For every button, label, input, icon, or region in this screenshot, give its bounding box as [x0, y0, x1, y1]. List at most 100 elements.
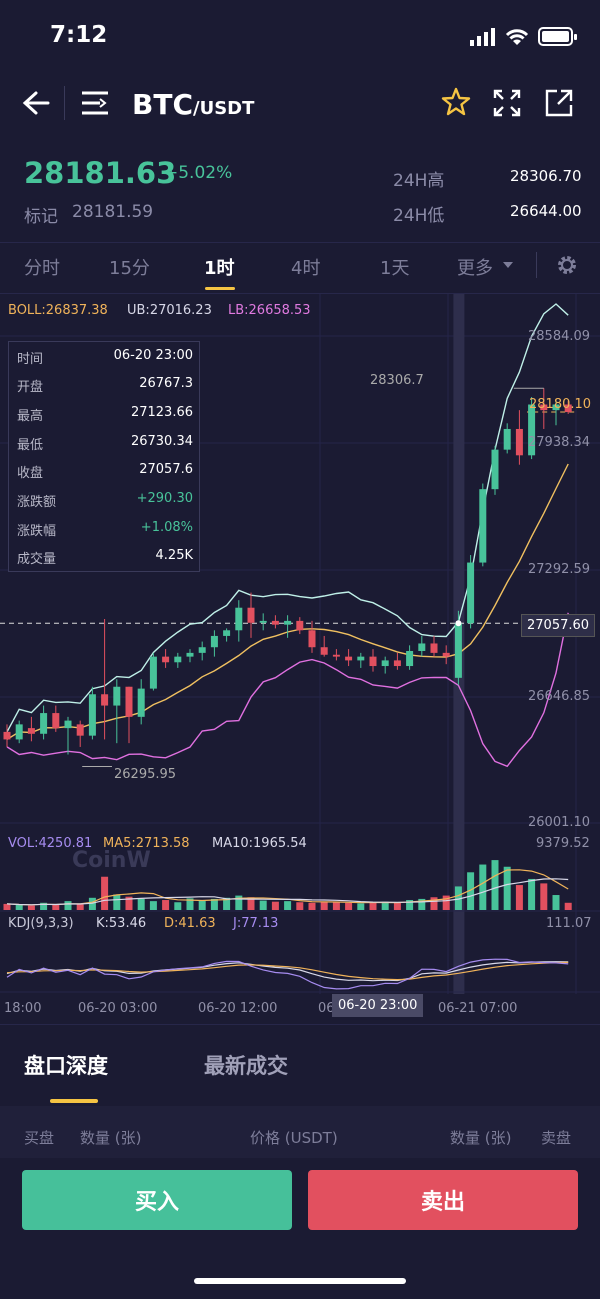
volume-bar	[503, 866, 511, 910]
sell-button[interactable]: 卖出	[308, 1170, 578, 1230]
volume-bar	[308, 902, 316, 910]
volume-bar	[88, 897, 96, 910]
ohlc-key: 涨跌额	[17, 495, 57, 510]
high-label: 24H高	[393, 171, 445, 191]
kdj-axis-label: 111.07	[546, 916, 592, 931]
max-price-annotation: 28306.7	[370, 373, 424, 388]
price-axis-label: 27292.59	[528, 562, 591, 577]
ohlc-value: 06-20 23:00	[113, 348, 193, 363]
kdj-d-line	[6, 961, 569, 981]
crosshair-dot	[455, 620, 462, 627]
price-axis-label: 26646.85	[528, 689, 591, 704]
volume-bar	[259, 900, 267, 910]
back-arrow-icon[interactable]	[22, 90, 50, 116]
ohlc-value: 27123.66	[130, 405, 193, 420]
candle	[186, 652, 194, 657]
ma10-value: MA10:1965.54	[212, 836, 307, 851]
mark-label: 标记	[24, 207, 58, 227]
tab-1d[interactable]: 1天	[380, 258, 410, 279]
fullscreen-icon[interactable]	[493, 89, 521, 117]
volume-bar	[393, 902, 401, 910]
tab-15m[interactable]: 15分	[109, 258, 150, 279]
price-axis-label: 28584.09	[528, 329, 591, 344]
candle	[454, 623, 462, 678]
favorite-star-icon[interactable]	[441, 87, 471, 121]
candle	[198, 647, 206, 653]
candle	[223, 630, 231, 636]
active-tab-indicator	[205, 287, 235, 290]
share-icon[interactable]	[544, 88, 574, 118]
ohlc-key: 最低	[17, 438, 44, 453]
kdj-label: KDJ(9,3,3)	[8, 916, 74, 931]
candle	[210, 635, 218, 648]
candle	[113, 686, 121, 706]
volume-bar	[235, 895, 243, 910]
candle	[76, 724, 84, 736]
candle	[247, 607, 255, 623]
divider	[0, 293, 600, 294]
volume-bar	[113, 894, 121, 910]
ohlc-value: 4.25K	[155, 548, 193, 563]
ohlc-key: 最高	[17, 409, 44, 424]
tab-4h[interactable]: 4时	[291, 258, 321, 279]
signal-icon	[470, 28, 495, 46]
volume-bar	[186, 898, 194, 910]
order-book-header	[0, 1106, 600, 1158]
candle	[174, 656, 182, 663]
volume-bar	[515, 885, 523, 910]
candle	[564, 404, 572, 413]
price-axis-label: 27938.34	[528, 435, 591, 450]
vol-axis-label: 9379.52	[536, 836, 590, 851]
candle	[491, 449, 499, 490]
candle	[259, 620, 267, 623]
candle	[418, 643, 426, 651]
volume-bar	[369, 902, 377, 910]
volume-bar	[284, 901, 292, 910]
ohlc-value: 27057.6	[139, 462, 193, 477]
volume-bar	[442, 895, 450, 910]
candle	[27, 728, 35, 734]
settings-gear-icon[interactable]	[556, 254, 578, 276]
tab-timeshare[interactable]: 分时	[24, 258, 60, 279]
ohlc-value: +290.30	[136, 491, 193, 506]
candle	[381, 660, 389, 667]
volume-bar	[40, 902, 48, 910]
candle	[406, 650, 414, 667]
candle	[479, 489, 487, 563]
volume-bar	[357, 903, 365, 910]
volume-bar	[198, 900, 206, 910]
tab-latest-trades[interactable]: 最新成交	[204, 1054, 288, 1078]
ohlc-key: 涨跌幅	[17, 524, 57, 539]
bottom-tab-indicator	[50, 1099, 98, 1103]
candle	[271, 620, 279, 625]
low-value: 26644.00	[510, 202, 582, 220]
candle	[52, 713, 60, 729]
tab-more[interactable]: 更多	[457, 258, 493, 279]
volume-bar	[15, 905, 23, 910]
col-qty-ask: 数量 (张)	[450, 1129, 512, 1147]
candle	[430, 643, 438, 653]
volume-bar	[101, 876, 109, 910]
kdj-k: K:53.46	[96, 916, 147, 931]
tab-order-book[interactable]: 盘口深度	[24, 1054, 108, 1078]
volume-bar	[149, 901, 157, 910]
caret-down-icon	[503, 262, 513, 268]
lb-value: LB:26658.53	[228, 303, 311, 318]
status-bar: 7:12	[0, 0, 600, 72]
header	[0, 72, 600, 142]
wifi-icon	[505, 29, 529, 45]
header-divider	[64, 86, 65, 120]
volume-bar	[479, 864, 487, 910]
ub-value: UB:27016.23	[127, 303, 212, 318]
candle	[296, 620, 304, 631]
volume-bar	[320, 901, 328, 910]
kdj-j-line	[6, 958, 569, 990]
volume-bar	[430, 897, 438, 910]
menu-icon[interactable]	[80, 89, 110, 117]
candle	[284, 620, 292, 625]
tab-1h[interactable]: 1时	[204, 258, 235, 279]
volume-bar	[467, 872, 475, 910]
candle	[503, 428, 511, 450]
buy-button[interactable]: 买入	[22, 1170, 292, 1230]
pair-title[interactable]: BTC/USDT	[132, 88, 254, 121]
